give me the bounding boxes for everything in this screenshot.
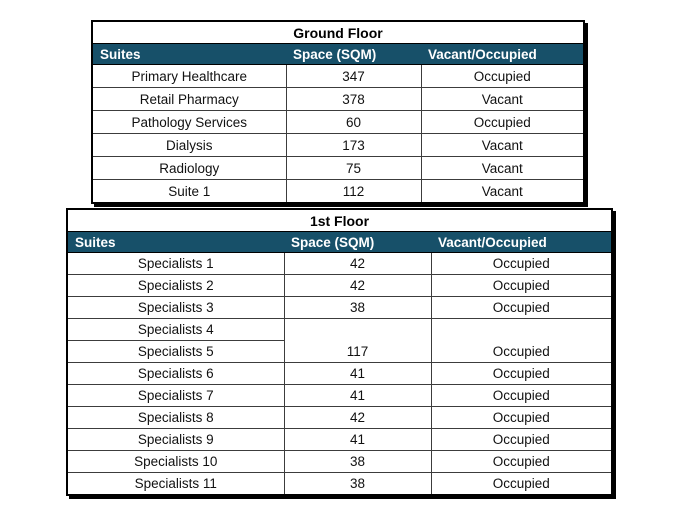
column-header-status: Vacant/Occupied <box>421 43 585 65</box>
cell-space: 42 <box>283 274 432 297</box>
ground-floor-table: Ground Floor Suites Space (SQM) Vacant/O… <box>91 20 586 204</box>
cell-suite: Specialists 4 <box>66 318 285 341</box>
table-row: Primary Healthcare 347 Occupied <box>91 64 585 88</box>
cell-space: 60 <box>285 110 422 134</box>
cell-suite: Specialists 7 <box>66 384 285 407</box>
cell-space: 38 <box>283 472 432 496</box>
cell-space: 75 <box>285 156 422 180</box>
column-header-space: Space (SQM) <box>284 231 431 253</box>
cell-status: Vacant <box>420 179 585 204</box>
cell-suite: Specialists 3 <box>66 296 285 319</box>
cell-suite: Radiology <box>91 156 287 180</box>
table-row: Specialists 1 42 Occupied <box>66 252 613 275</box>
cell-suite: Specialists 2 <box>66 274 285 297</box>
column-header-space: Space (SQM) <box>286 43 421 65</box>
table-title: 1st Floor <box>309 212 370 229</box>
cell-suite: Dialysis <box>91 133 287 157</box>
cell-space: 112 <box>285 179 422 204</box>
cell-suite: Pathology Services <box>91 110 287 134</box>
cell-status: Occupied <box>430 428 613 451</box>
cell-status: Occupied <box>430 252 613 275</box>
cell-space: 347 <box>285 64 422 88</box>
cell-status: Occupied <box>430 362 613 385</box>
table-row: Specialists 9 41 Occupied <box>66 428 613 451</box>
cell-status: Occupied <box>420 110 585 134</box>
table-row: Dialysis 173 Vacant <box>91 133 585 157</box>
cell-suite: Specialists 10 <box>66 450 285 473</box>
cell-status: Occupied <box>430 472 613 496</box>
cell-space: 38 <box>283 450 432 473</box>
cell-status: Occupied <box>430 450 613 473</box>
first-floor-table: 1st Floor Suites Space (SQM) Vacant/Occu… <box>66 208 613 496</box>
cell-suite: Specialists 11 <box>66 472 285 496</box>
cell-space: 41 <box>283 362 432 385</box>
cell-status: Vacant <box>420 156 585 180</box>
column-header-suites: Suites <box>92 43 286 65</box>
cell-status: Occupied <box>430 406 613 429</box>
table-header-row: Suites Space (SQM) Vacant/Occupied <box>67 231 612 253</box>
cell-space: 42 <box>283 406 432 429</box>
table-row: Radiology 75 Vacant <box>91 156 585 180</box>
cell-space-merged: 117 <box>283 318 432 363</box>
cell-suite: Primary Healthcare <box>91 64 287 88</box>
cell-suite: Specialists 6 <box>66 362 285 385</box>
cell-status: Occupied <box>430 296 613 319</box>
table-row: Specialists 4 117 Occupied <box>66 318 613 363</box>
cell-space: 41 <box>283 384 432 407</box>
first-floor-table-grid: 1st Floor Suites Space (SQM) Vacant/Occu… <box>66 208 613 496</box>
cell-space: 38 <box>283 296 432 319</box>
table-row: Specialists 11 38 Occupied <box>66 472 613 496</box>
cell-space: 173 <box>285 133 422 157</box>
cell-space: 42 <box>283 252 432 275</box>
table-row: Retail Pharmacy 378 Vacant <box>91 87 585 111</box>
cell-status: Occupied <box>430 384 613 407</box>
table-title-row: 1st Floor <box>67 209 612 232</box>
table-row: Suite 1 112 Vacant <box>91 179 585 204</box>
table-row: Specialists 8 42 Occupied <box>66 406 613 429</box>
table-row: Specialists 2 42 Occupied <box>66 274 613 297</box>
cell-suite: Retail Pharmacy <box>91 87 287 111</box>
table-row: Specialists 7 41 Occupied <box>66 384 613 407</box>
cell-status: Occupied <box>430 274 613 297</box>
cell-status: Vacant <box>420 133 585 157</box>
table-row: Specialists 3 38 Occupied <box>66 296 613 319</box>
table-row: Pathology Services 60 Occupied <box>91 110 585 134</box>
table-row: Specialists 6 41 Occupied <box>66 362 613 385</box>
cell-status: Vacant <box>420 87 585 111</box>
ground-floor-table-grid: Ground Floor Suites Space (SQM) Vacant/O… <box>91 20 586 204</box>
table-row: Specialists 10 38 Occupied <box>66 450 613 473</box>
cell-suite: Specialists 1 <box>66 252 285 275</box>
cell-space: 41 <box>283 428 432 451</box>
cell-space: 378 <box>285 87 422 111</box>
cell-suite: Specialists 9 <box>66 428 285 451</box>
cell-suite: Specialists 5 <box>66 340 285 363</box>
cell-suite: Specialists 8 <box>66 406 285 429</box>
column-header-suites: Suites <box>67 231 284 253</box>
table-title-row: Ground Floor <box>92 21 584 44</box>
cell-status: Occupied <box>420 64 585 88</box>
cell-status-merged: Occupied <box>430 318 613 363</box>
cell-suite: Suite 1 <box>91 179 287 204</box>
table-header-row: Suites Space (SQM) Vacant/Occupied <box>92 43 585 65</box>
table-title: Ground Floor <box>293 24 383 41</box>
column-header-status: Vacant/Occupied <box>431 231 612 253</box>
